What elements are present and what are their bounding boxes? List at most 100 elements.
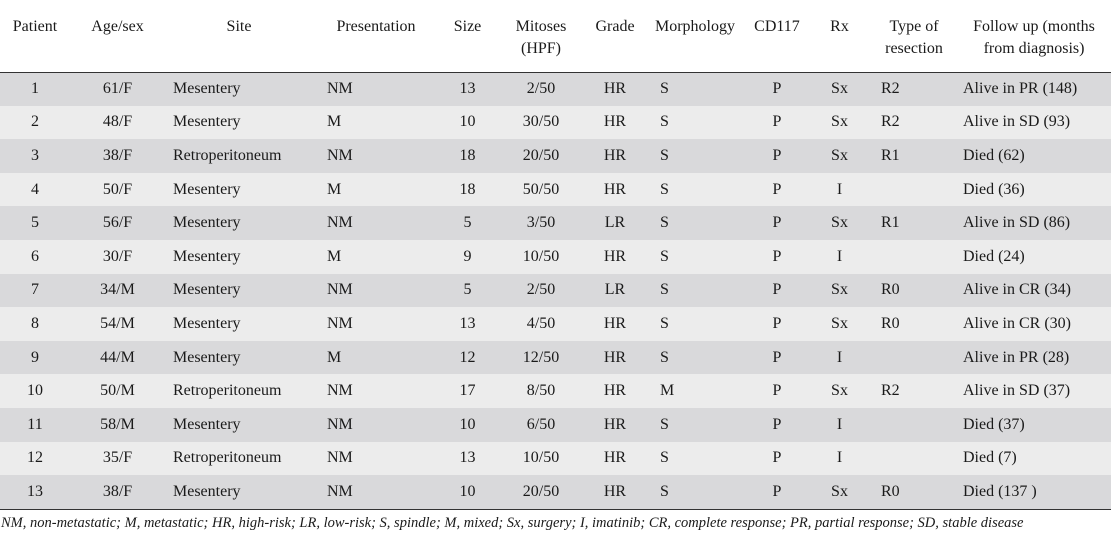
cell-morphology: S	[660, 247, 669, 265]
header-follow-up: Follow up (months from diagnosis)	[973, 18, 1095, 57]
cell-cd117: P	[772, 80, 782, 98]
cell-morphology: S	[660, 180, 669, 198]
cell-rx: Sx	[831, 214, 848, 232]
cell-rx: I	[836, 180, 843, 198]
cell-grade: HR	[603, 80, 627, 98]
cell-presentation: M	[327, 247, 342, 265]
cell-resection	[871, 173, 957, 207]
cell-size: 10	[459, 482, 476, 500]
cell-presentation: NM	[327, 449, 353, 467]
cell-size: 18	[459, 180, 476, 198]
table-row: 13 38/F Mesentery NM 10 20/50 HR S P Sx R0 Died (13…	[0, 475, 1111, 509]
cell-site: Retroperitoneum	[173, 146, 282, 164]
cell-grade: LR	[604, 281, 626, 299]
cell-mitoses: 8/50	[526, 382, 556, 400]
table-row: 10 50/M Retroperitoneum NM 17 8/50 HR M P Sx R2 Ali…	[0, 374, 1111, 408]
cell-mitoses: 6/50	[526, 415, 556, 433]
cell-follow-up: Alive in PR (28)	[963, 348, 1070, 366]
cell-follow-up: Died (62)	[963, 146, 1025, 164]
cell-mitoses: 20/50	[522, 146, 560, 164]
cell-resection	[871, 408, 957, 442]
cell-resection: R0	[881, 482, 900, 500]
cell-site: Mesentery	[173, 247, 241, 265]
cell-follow-up: Alive in SD (93)	[963, 113, 1071, 131]
cell-presentation: NM	[327, 382, 353, 400]
cell-site: Mesentery	[173, 314, 241, 332]
cell-size: 18	[459, 146, 476, 164]
cell-presentation: NM	[327, 314, 353, 332]
cell-mitoses: 30/50	[522, 113, 560, 131]
cell-rx: I	[836, 449, 843, 467]
cell-follow-up: Died (24)	[963, 247, 1025, 265]
header-grade: Grade	[595, 18, 635, 35]
header-row: Patient Age/sex Site Presentation Size M…	[0, 0, 1111, 72]
header-size: Size	[453, 18, 482, 35]
cell-patient: 12	[27, 449, 43, 467]
cell-mitoses: 2/50	[526, 281, 556, 299]
cell-resection	[871, 240, 957, 274]
table-row: 1 61/F Mesentery NM 13 2/50 HR S P Sx R2 Alive in P…	[0, 72, 1111, 106]
cell-patient: 2	[31, 113, 39, 131]
cell-mitoses: 4/50	[526, 314, 556, 332]
cell-size: 10	[459, 113, 476, 131]
cell-cd117: P	[772, 382, 782, 400]
cell-cd117: P	[772, 214, 782, 232]
cell-resection: R2	[881, 80, 900, 98]
cell-rx: Sx	[831, 113, 848, 131]
cell-cd117: P	[772, 146, 782, 164]
cell-resection	[871, 341, 957, 375]
cell-resection	[871, 442, 957, 476]
header-type-of-resection: Type of resection	[885, 18, 943, 57]
cell-age-sex: 44/M	[100, 348, 135, 366]
cell-presentation: NM	[327, 146, 353, 164]
cell-patient: 13	[27, 482, 43, 500]
cell-age-sex: 38/F	[102, 146, 133, 164]
cell-morphology: S	[660, 214, 669, 232]
cell-rx: I	[836, 348, 843, 366]
table-row: 2 48/F Mesentery M 10 30/50 HR S P Sx R2 Alive in S…	[0, 105, 1111, 140]
cell-site: Retroperitoneum	[173, 382, 282, 400]
cell-rx: Sx	[831, 382, 848, 400]
table-header: Patient Age/sex Site Presentation Size M…	[0, 0, 1111, 72]
cell-patient: 9	[31, 348, 39, 366]
cell-size: 17	[459, 382, 476, 400]
cell-site: Mesentery	[173, 80, 241, 98]
table-row: 8 54/M Mesentery NM 13 4/50 HR S P Sx R0 Alive in C…	[0, 307, 1111, 341]
cell-grade: HR	[603, 314, 627, 332]
cell-resection: R0	[881, 281, 900, 299]
cell-morphology: S	[660, 482, 669, 500]
cell-resection: R0	[881, 314, 900, 332]
cell-size: 5	[463, 214, 472, 232]
cell-grade: LR	[604, 214, 626, 232]
cell-age-sex: 35/F	[102, 449, 133, 467]
cell-follow-up: Died (137 )	[963, 482, 1037, 500]
cell-grade: HR	[603, 247, 627, 265]
cell-rx: I	[836, 247, 843, 265]
cell-grade: HR	[603, 180, 627, 198]
cell-patient: 4	[31, 180, 39, 198]
cell-grade: HR	[603, 482, 627, 500]
header-patient: Patient	[12, 18, 58, 35]
cell-size: 9	[463, 247, 472, 265]
cell-morphology: S	[660, 314, 669, 332]
table-row: 3 38/F Retroperitoneum NM 18 20/50 HR S P Sx R1 Die…	[0, 139, 1111, 173]
header-rx: Rx	[830, 18, 849, 35]
table-row: 11 58/M Mesentery NM 10 6/50 HR S P I Died (37)	[0, 407, 1111, 442]
cell-morphology: S	[660, 415, 669, 433]
cell-presentation: NM	[327, 415, 353, 433]
cell-rx: Sx	[831, 314, 848, 332]
cell-patient: 10	[27, 382, 43, 400]
cell-site: Mesentery	[173, 482, 241, 500]
cell-site: Mesentery	[173, 214, 241, 232]
cell-mitoses: 50/50	[522, 180, 560, 198]
cell-size: 5	[463, 281, 472, 299]
cell-age-sex: 50/F	[102, 180, 133, 198]
cell-size: 12	[459, 348, 476, 366]
cell-age-sex: 38/F	[102, 482, 133, 500]
cell-mitoses: 3/50	[526, 214, 556, 232]
table-row: 5 56/F Mesentery NM 5 3/50 LR S P Sx R1 Alive in SD…	[0, 206, 1111, 240]
cell-age-sex: 48/F	[102, 113, 133, 131]
cell-grade: HR	[603, 415, 627, 433]
cell-presentation: NM	[327, 214, 353, 232]
cell-presentation: NM	[327, 482, 353, 500]
